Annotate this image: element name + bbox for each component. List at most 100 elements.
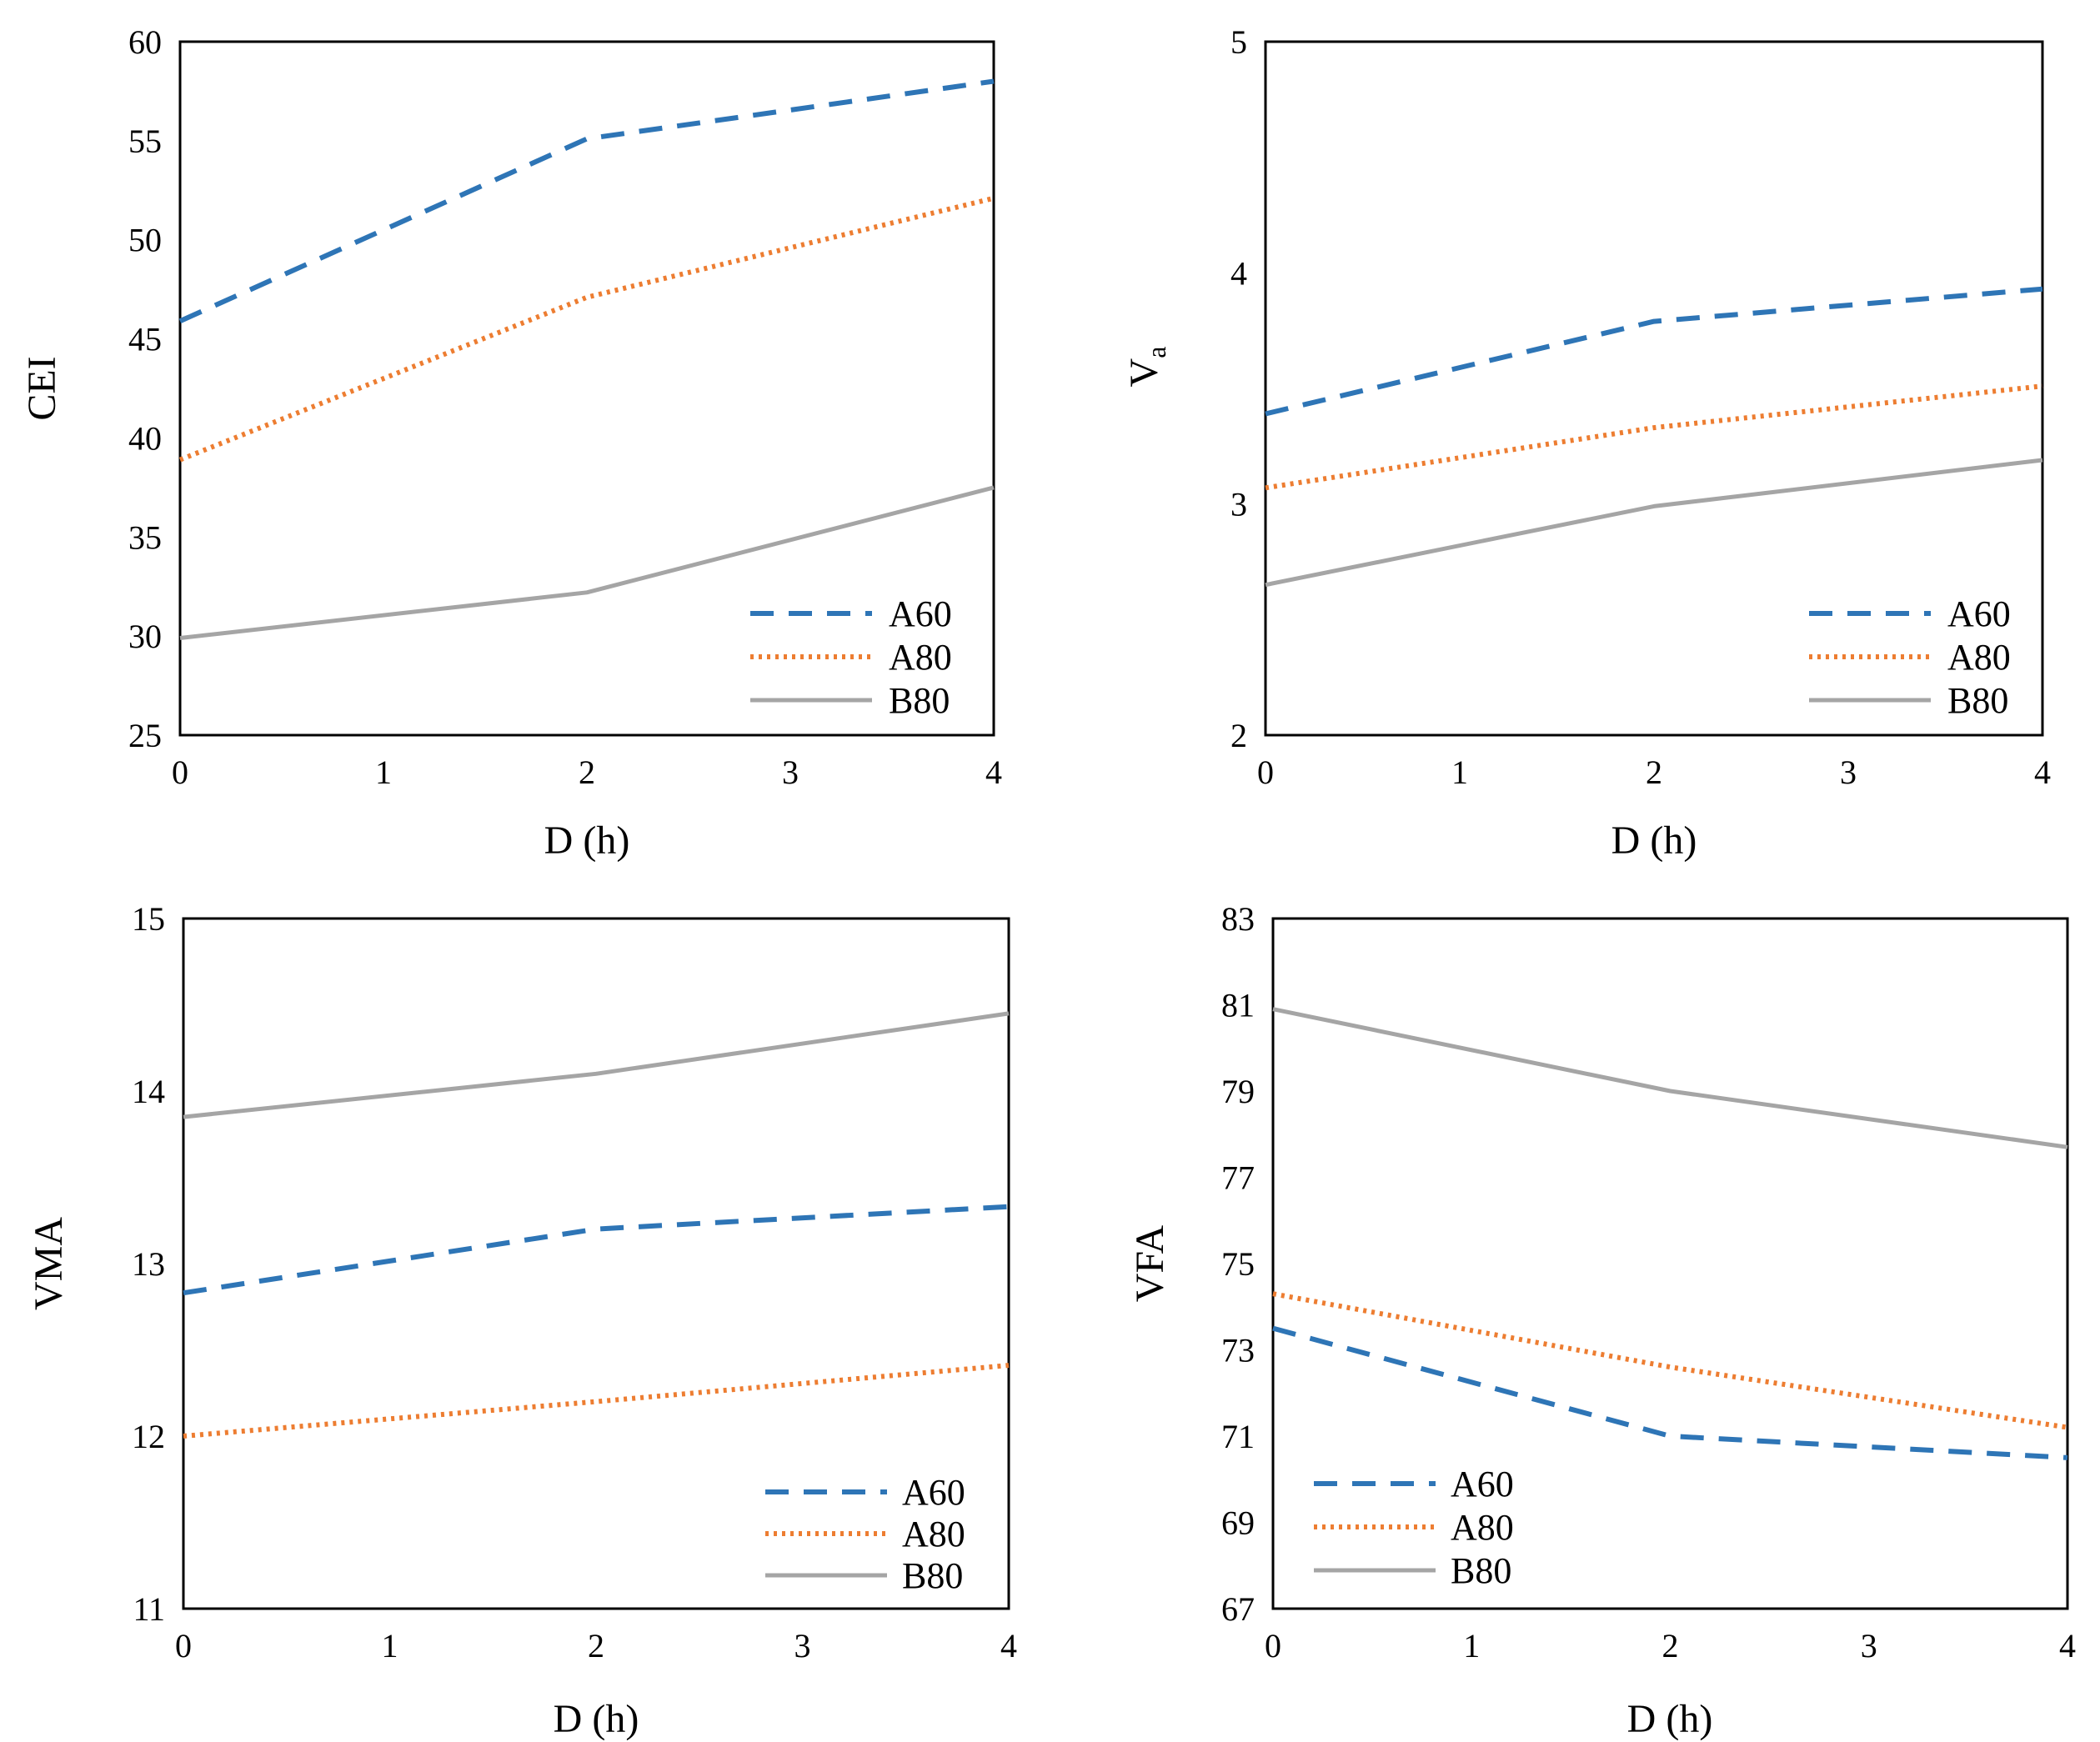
y-tick-label: 83 [1221,900,1255,938]
y-tick-label: 2 [1230,717,1247,754]
x-axis-title: D (h) [544,818,630,863]
x-tick-label: 1 [375,753,392,791]
x-tick-label: 4 [2034,753,2051,791]
x-tick-label: 4 [985,753,1002,791]
legend-label-a80: A80 [902,1514,965,1554]
y-axis-title-main: V [1122,358,1166,387]
y-tick-label: 71 [1221,1418,1255,1455]
series-lines [183,1011,1010,1439]
y-axis-title: CEI [20,356,64,420]
y-tick-label: 60 [128,23,162,61]
y-tick-label: 77 [1221,1159,1255,1197]
y-axis-title-subscript: a [1141,347,1171,358]
chart-cei: 25 30 35 40 45 50 55 60 0 1 2 3 4 D (h) CEI A60A80B… [20,23,1002,863]
legend-label-a80: A80 [1451,1507,1514,1548]
y-tick-label: 79 [1221,1073,1255,1110]
y-tick-labels: 67 69 71 73 75 77 79 81 83 [1221,900,1255,1628]
y-tick-label: 40 [128,419,162,457]
series-line-b80 [183,1011,1010,1119]
x-axis-title: D (h) [1611,818,1697,863]
series-line-a80 [1272,1291,2068,1430]
series-lines [1272,1007,2068,1460]
y-tick-label: 12 [132,1418,165,1455]
legend-label-a60: A60 [889,593,952,634]
y-axis-title: VFA [1128,1224,1172,1302]
series-line-a60 [1272,1325,2068,1460]
x-tick-label: 2 [579,753,595,791]
x-tick-label: 2 [1646,753,1662,791]
y-tick-label: 13 [132,1245,165,1283]
series-line-a80 [178,195,995,463]
y-axis-title: VMA [27,1217,71,1310]
y-tick-label: 25 [128,717,162,754]
x-tick-label: 3 [1861,1627,1877,1664]
series-line-a80 [1265,383,2043,491]
legend-label-a60: A60 [1947,593,2011,634]
y-tick-label: 15 [132,900,165,938]
y-tick-label: 50 [128,222,162,259]
series-line-b80 [1265,458,2043,588]
legend-label-b80: B80 [1451,1550,1511,1591]
legend-label-a80: A80 [1947,637,2011,678]
y-tick-labels: 25 30 35 40 45 50 55 60 [128,23,162,754]
y-tick-label: 73 [1221,1332,1255,1369]
series-line-b80 [1272,1007,2068,1149]
x-tick-label: 4 [2059,1627,2076,1664]
x-axis-title: D (h) [554,1697,639,1741]
x-tick-labels: 0 1 2 3 4 [1265,1627,2076,1664]
y-tick-label: 45 [128,321,162,358]
y-tick-label: 75 [1221,1245,1255,1283]
y-tick-label: 4 [1230,254,1247,292]
series-lines [178,78,995,640]
y-tick-label: 81 [1221,987,1255,1024]
y-tick-labels: 2 3 4 5 [1230,23,1247,754]
y-tick-label: 14 [132,1073,165,1110]
y-tick-labels: 11 12 13 14 15 [132,900,165,1628]
legend-label-a80: A80 [889,637,952,678]
series-line-a60 [1265,286,2043,417]
legend-label-a60: A60 [1451,1464,1514,1504]
x-tick-label: 4 [1000,1627,1017,1664]
y-tick-label: 3 [1230,486,1247,523]
x-tick-label: 3 [782,753,799,791]
series-line-a60 [183,1204,1010,1296]
x-tick-labels: 0 1 2 3 4 [172,753,1002,791]
series-lines [1265,286,2043,588]
x-tick-label: 0 [172,753,188,791]
x-tick-label: 2 [588,1627,604,1664]
x-tick-label: 0 [1265,1627,1281,1664]
series-line-b80 [179,485,995,640]
x-tick-label: 0 [175,1627,192,1664]
y-tick-label: 69 [1221,1504,1255,1542]
plot-frame [178,40,995,737]
x-axis-title: D (h) [1627,1697,1713,1741]
y-tick-label: 35 [128,518,162,556]
y-tick-label: 55 [128,123,162,160]
legend-label-b80: B80 [1947,680,2008,721]
y-tick-label: 11 [133,1590,165,1628]
x-tick-label: 3 [794,1627,811,1664]
x-tick-label: 1 [1451,753,1468,791]
x-tick-label: 2 [1662,1627,1679,1664]
x-tick-label: 0 [1257,753,1274,791]
x-tick-label: 1 [1463,1627,1480,1664]
legend-label-b80: B80 [889,680,950,721]
legend-label-b80: B80 [902,1555,963,1596]
plot-frame [182,917,1010,1610]
x-tick-labels: 0 1 2 3 4 [1257,753,2051,791]
x-tick-label: 1 [382,1627,398,1664]
y-tick-label: 30 [128,618,162,655]
plot-frame [1264,40,2044,737]
legend-label-a60: A60 [902,1472,965,1513]
plot-frame [1271,917,2069,1610]
x-tick-label: 3 [1840,753,1857,791]
y-tick-label: 5 [1230,23,1247,61]
